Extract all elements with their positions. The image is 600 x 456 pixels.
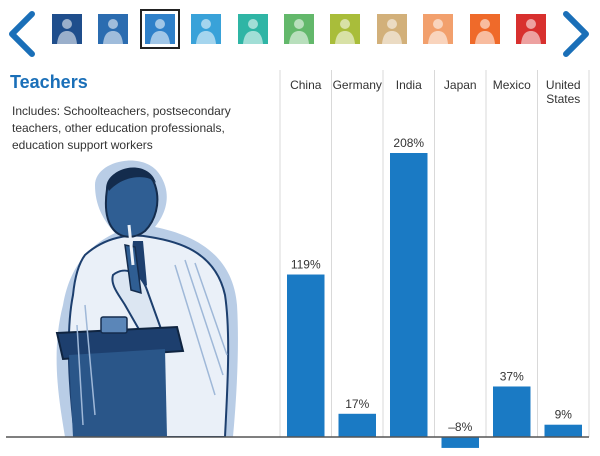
thumbnail-occupation-7[interactable] <box>330 14 361 44</box>
chevron-left-icon <box>9 11 35 57</box>
category-label-line: India <box>396 78 422 92</box>
thumbnail-occupation-5[interactable] <box>237 14 268 44</box>
thumbnail-occupation-1[interactable] <box>52 14 82 44</box>
chevron-right-icon <box>563 11 589 57</box>
person-icon <box>57 19 77 44</box>
category-label: India <box>396 78 422 92</box>
thumbnail-occupation-9[interactable] <box>423 14 454 44</box>
bar <box>441 437 479 448</box>
person-icon <box>521 19 541 44</box>
category-label: China <box>290 78 322 92</box>
category-label-line: China <box>290 78 322 92</box>
person-icon <box>149 19 170 44</box>
category-label: United States <box>546 78 581 106</box>
category-label-line: United <box>546 78 581 92</box>
bar <box>493 386 531 437</box>
thumbnail-occupation-4[interactable] <box>191 14 222 44</box>
category-label: Germany <box>333 78 382 92</box>
bar <box>544 424 582 437</box>
bar-value-label: 17% <box>345 397 369 411</box>
prev-arrow-button[interactable] <box>2 8 42 60</box>
person-icon <box>242 19 263 44</box>
next-arrow-button[interactable] <box>556 8 596 60</box>
person-icon <box>289 19 309 44</box>
category-label-line: Mexico <box>493 78 531 92</box>
category-label: Japan <box>444 78 477 92</box>
person-icon <box>103 19 124 44</box>
person-icon <box>474 19 495 44</box>
person-icon <box>196 19 217 44</box>
bar-value-label: 119% <box>291 258 321 272</box>
bar-value-label: –8% <box>448 420 472 434</box>
bar <box>338 413 376 437</box>
panel-title: Teachers <box>10 72 88 92</box>
bar-value-label: 208% <box>393 136 424 150</box>
thumbnail-occupation-11[interactable] <box>516 14 546 44</box>
thumbnail-occupation-2[interactable] <box>98 14 129 44</box>
bar-value-label: 9% <box>555 408 573 422</box>
teacher-illustration <box>55 160 238 437</box>
category-label-line: Germany <box>333 78 382 92</box>
thumbnail-occupation-10[interactable] <box>469 14 500 44</box>
person-icon <box>428 19 449 44</box>
bar-value-label: 37% <box>500 369 524 383</box>
category-label-line: Japan <box>444 78 477 92</box>
panel-description: Includes: Schoolteachers, postsecondary … <box>12 104 231 152</box>
person-icon <box>381 19 402 44</box>
bar <box>287 274 325 437</box>
thumbnail-teachers[interactable] <box>139 9 180 49</box>
thumbnail-occupation-6[interactable] <box>284 14 314 44</box>
category-label-line: States <box>546 92 580 106</box>
bar <box>390 153 428 437</box>
thumbnail-occupation-8[interactable] <box>376 14 407 44</box>
category-label: Mexico <box>493 78 531 92</box>
person-icon <box>335 19 356 44</box>
